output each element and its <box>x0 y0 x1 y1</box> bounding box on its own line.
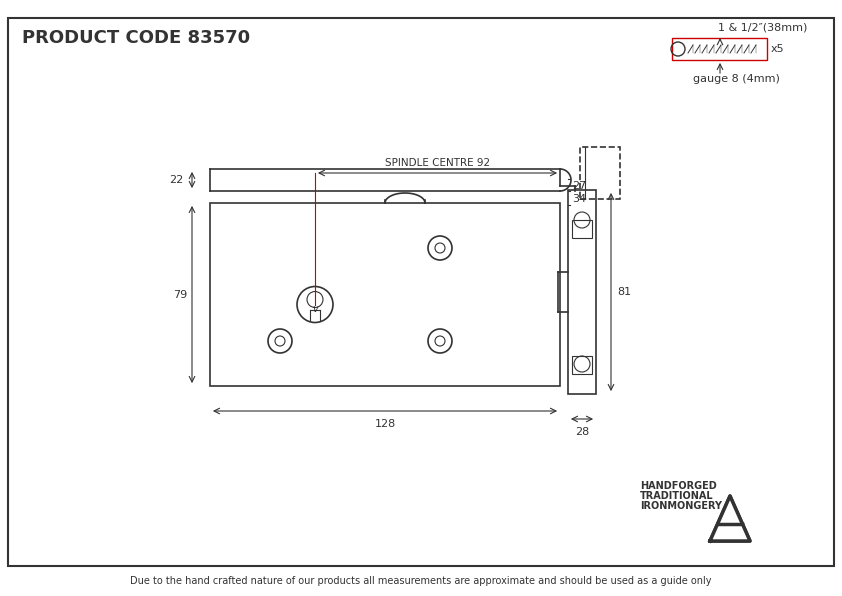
Text: 81: 81 <box>617 287 631 297</box>
Text: 22: 22 <box>169 175 183 185</box>
Text: Due to the hand crafted nature of our products all measurements are approximate : Due to the hand crafted nature of our pr… <box>131 576 711 586</box>
Bar <box>210 203 560 386</box>
Text: TRADITIONAL: TRADITIONAL <box>640 491 714 501</box>
Text: SPINDLE CENTRE 92: SPINDLE CENTRE 92 <box>385 158 490 168</box>
Bar <box>568 190 596 394</box>
Bar <box>672 38 767 60</box>
Polygon shape <box>710 496 750 541</box>
Text: 28: 28 <box>575 427 589 437</box>
Bar <box>572 356 592 374</box>
Text: 1 & 1/2″(38mm): 1 & 1/2″(38mm) <box>718 23 807 33</box>
Text: x5: x5 <box>771 44 785 54</box>
Bar <box>572 220 592 238</box>
Bar <box>580 147 620 199</box>
Text: 128: 128 <box>375 419 396 429</box>
Text: gauge 8 (4mm): gauge 8 (4mm) <box>693 74 780 84</box>
Text: 27: 27 <box>572 181 586 191</box>
Text: 79: 79 <box>173 290 187 300</box>
Text: PRODUCT CODE 83570: PRODUCT CODE 83570 <box>22 29 250 47</box>
Text: v: v <box>312 305 318 315</box>
Text: 34: 34 <box>572 194 586 204</box>
Text: IRONMONGERY: IRONMONGERY <box>640 501 722 511</box>
Text: HANDFORGED: HANDFORGED <box>640 481 717 491</box>
